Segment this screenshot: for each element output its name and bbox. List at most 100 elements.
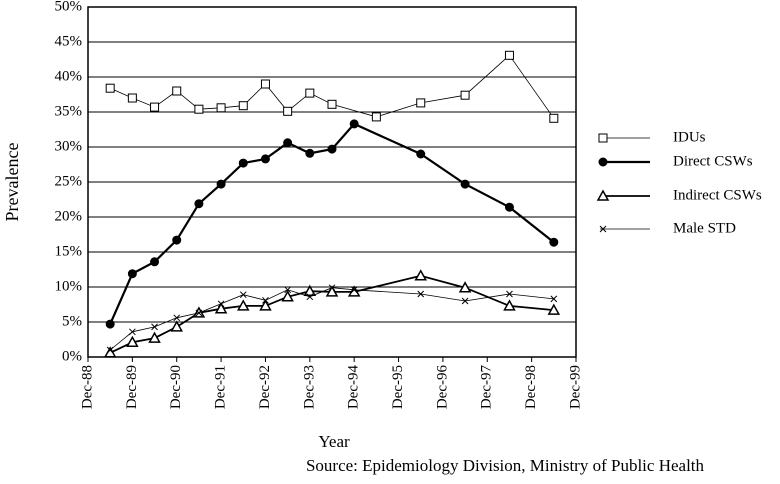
legend-marker [596,189,610,201]
legend-marker [598,157,608,167]
y-tick-label: 0% [62,348,82,364]
y-axis-title: Prevalence [2,143,22,222]
marker [105,83,115,93]
marker [460,90,470,100]
marker [126,335,139,348]
marker [129,328,136,336]
series-line [110,54,555,119]
marker [350,286,358,294]
marker [281,290,294,302]
marker [303,284,317,296]
x-tick-label: Dec-95 [390,365,406,409]
marker [260,79,270,89]
marker [283,138,293,148]
marker [238,101,248,111]
y-tick-label: 20% [55,208,83,224]
marker [458,281,472,293]
marker [238,158,248,168]
marker [327,99,337,109]
marker [172,235,182,245]
marker [305,148,315,158]
marker [151,323,158,331]
series-line [109,274,554,354]
x-tick-label: Dec-91 [213,365,229,409]
y-tick-label: 25% [55,173,83,189]
marker [549,237,559,247]
marker [461,297,469,305]
legend-label: IDUs [673,129,706,145]
y-tick-label: 10% [55,278,83,294]
marker [325,285,339,297]
marker [216,103,226,113]
marker [105,319,115,329]
marker [349,119,359,129]
marker [416,149,426,159]
marker [305,88,315,98]
y-tick-label: 30% [55,138,83,154]
legend-label: Direct CSWs [673,153,753,169]
x-tick-label: Dec-98 [523,365,539,409]
marker [283,106,293,116]
marker [216,179,226,189]
marker [504,50,514,60]
source-note: Source: Epidemiology Division, Ministry … [306,456,705,475]
marker [327,144,337,154]
marker [547,303,561,315]
x-tick-label: Dec-92 [257,365,273,409]
x-tick-label: Dec-99 [567,365,583,409]
legend-marker [599,225,607,233]
marker [503,299,516,311]
marker [262,296,269,304]
marker [148,331,161,343]
marker [506,290,513,298]
y-tick-label: 5% [62,313,82,329]
marker [239,291,247,299]
marker [150,102,160,112]
marker [550,295,558,303]
x-tick-label: Dec-94 [346,365,362,410]
x-tick-label: Dec-96 [434,365,450,410]
marker [236,299,250,311]
marker [417,290,425,298]
marker [127,93,137,103]
series-line [109,122,555,325]
marker [127,269,137,279]
marker [284,286,291,294]
marker [328,284,336,292]
y-tick-label: 45% [55,33,83,49]
x-axis-title: Year [318,432,350,451]
marker [195,309,203,317]
marker [416,98,426,108]
marker [504,202,514,212]
marker [260,154,270,164]
y-tick-label: 40% [55,68,83,84]
marker [549,113,559,123]
marker [106,346,114,354]
marker [170,320,184,332]
marker [150,257,160,267]
y-tick-label: 35% [55,103,83,119]
marker [103,346,117,358]
marker [173,314,181,322]
x-tick-label: Dec-88 [79,365,95,409]
x-tick-label: Dec-90 [168,365,184,409]
marker [347,285,361,297]
marker [306,293,314,301]
x-tick-label: Dec-93 [301,365,317,409]
x-tick-label: Dec-89 [124,365,140,409]
legend-label: Indirect CSWs [673,187,762,203]
marker [214,302,228,314]
marker [259,299,272,311]
y-tick-label: 50% [55,0,83,14]
legend-marker [598,133,608,143]
legend-label: Male STD [673,220,736,236]
plot-frame [87,6,577,358]
marker [371,112,381,122]
marker [414,269,428,281]
marker [194,199,204,209]
marker [172,86,182,96]
marker [194,104,204,114]
x-tick-label: Dec-97 [479,365,495,410]
